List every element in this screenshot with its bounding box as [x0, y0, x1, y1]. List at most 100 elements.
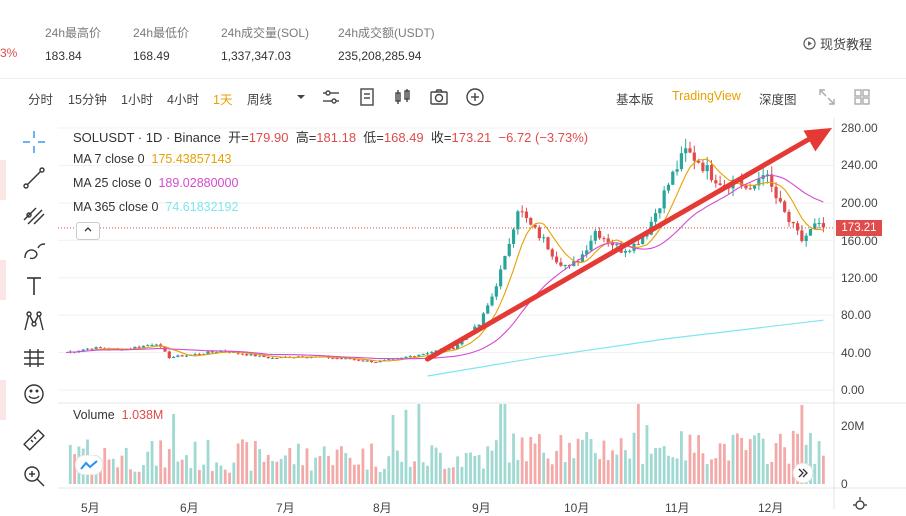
volume-bar [559, 435, 563, 484]
volume-bar [253, 440, 257, 484]
candle [430, 352, 434, 354]
candle [378, 360, 382, 363]
camera-icon[interactable] [428, 86, 450, 108]
volume-bar [783, 447, 787, 484]
tradingview-logo-icon[interactable] [75, 455, 103, 475]
indicator-settings-icon[interactable] [320, 86, 342, 108]
volume-bar [697, 435, 700, 484]
template-icon[interactable] [356, 86, 378, 108]
volume-bar [516, 459, 520, 484]
candle [412, 356, 417, 358]
volume-bar [714, 458, 718, 484]
candle [171, 356, 176, 358]
ma365-legend[interactable]: MA 365 close 0 74.61832192 [73, 200, 238, 214]
volume-bar [787, 463, 791, 484]
volume-bar [473, 455, 477, 484]
volume-bar [654, 448, 657, 484]
ma25-legend[interactable]: MA 25 close 0 189.02880000 [73, 176, 238, 190]
candle [800, 230, 804, 242]
high-label: 高= [295, 130, 317, 145]
volume-bar [761, 438, 765, 484]
candle [451, 347, 455, 350]
price-chart[interactable] [58, 118, 906, 509]
edge-accent [0, 160, 6, 200]
spot-tutorial-link[interactable]: 现货教程 [803, 34, 872, 53]
volume-bar [748, 439, 752, 484]
volume-bar [430, 445, 434, 484]
trend-line-icon[interactable] [20, 164, 48, 192]
collapse-legend-button[interactable] [76, 222, 100, 240]
interval-week[interactable]: 周线 [247, 93, 273, 107]
candle [357, 359, 361, 361]
volume-bar [417, 404, 421, 484]
volume-bar [486, 446, 490, 484]
volume-bar [512, 433, 515, 484]
volume-value: 1.038M [121, 408, 164, 422]
candle [628, 250, 632, 252]
volume-bar [710, 459, 713, 484]
vol-tick: 0 [841, 477, 848, 491]
candle [709, 165, 714, 181]
pattern-icon[interactable] [20, 308, 48, 336]
volume-bar [215, 462, 219, 484]
zoom-icon[interactable] [20, 462, 48, 490]
volume-bar [421, 462, 425, 484]
candle [645, 234, 649, 237]
volume-bar [809, 432, 812, 484]
candle [210, 351, 214, 353]
layout-icon[interactable] [851, 86, 873, 108]
low-value: 168.49 [383, 130, 424, 145]
volume-bar [296, 443, 300, 484]
text-icon[interactable] [20, 272, 48, 300]
gear-icon[interactable] [851, 496, 869, 510]
crosshair-icon[interactable] [20, 128, 48, 156]
chevron-down-icon[interactable] [290, 86, 312, 108]
measure-icon[interactable] [20, 344, 48, 372]
ruler-icon[interactable] [20, 426, 48, 454]
emoji-icon[interactable] [20, 380, 48, 408]
edge-accent [0, 260, 6, 300]
depth-chart-tab[interactable]: 深度图 [759, 93, 797, 107]
stat-value: 183.84 [45, 49, 82, 63]
interval-15m[interactable]: 15分钟 [68, 93, 107, 107]
ma-value: 74.61832192 [165, 200, 239, 214]
volume-bar [585, 431, 589, 484]
candle [81, 349, 85, 351]
scroll-to-latest-icon[interactable] [792, 462, 814, 484]
ma7-legend[interactable]: MA 7 close 0 175.43857143 [73, 152, 231, 166]
stat-value: 168.49 [133, 49, 170, 63]
candle [542, 237, 546, 239]
brush-icon[interactable] [20, 236, 48, 264]
volume-bar [451, 467, 455, 484]
candle [344, 358, 348, 360]
volume-bar [658, 447, 662, 484]
volume-label: Volume [73, 408, 115, 422]
candle [662, 190, 666, 209]
volume-bar [611, 450, 614, 484]
add-icon[interactable] [464, 86, 486, 108]
candle [795, 223, 800, 231]
fib-icon[interactable] [20, 200, 48, 228]
candle [369, 360, 374, 363]
candle [133, 346, 137, 349]
chart-type-icon[interactable] [392, 86, 414, 108]
current-price-tag: 173.21 [836, 220, 882, 236]
interval-tick[interactable]: 分时 [28, 93, 54, 107]
candle [641, 236, 645, 245]
candle [757, 178, 761, 186]
volume-bar [219, 465, 223, 484]
candle [778, 198, 782, 202]
interval-1d[interactable]: 1天 [213, 93, 233, 107]
tradingview-tab[interactable]: TradingView [672, 89, 741, 103]
fullscreen-icon[interactable] [816, 86, 838, 108]
interval-1h[interactable]: 1小时 [121, 93, 153, 107]
ma-label: MA 25 close 0 [73, 176, 152, 190]
volume-bar [228, 472, 231, 484]
volume-bar [619, 438, 623, 484]
basic-view-tab[interactable]: 基本版 [616, 93, 654, 107]
volume-bar [675, 458, 679, 484]
interval-4h[interactable]: 4小时 [167, 93, 199, 107]
volume-bar [507, 462, 511, 484]
volume-bar [735, 433, 739, 484]
volume-bar [378, 472, 382, 484]
